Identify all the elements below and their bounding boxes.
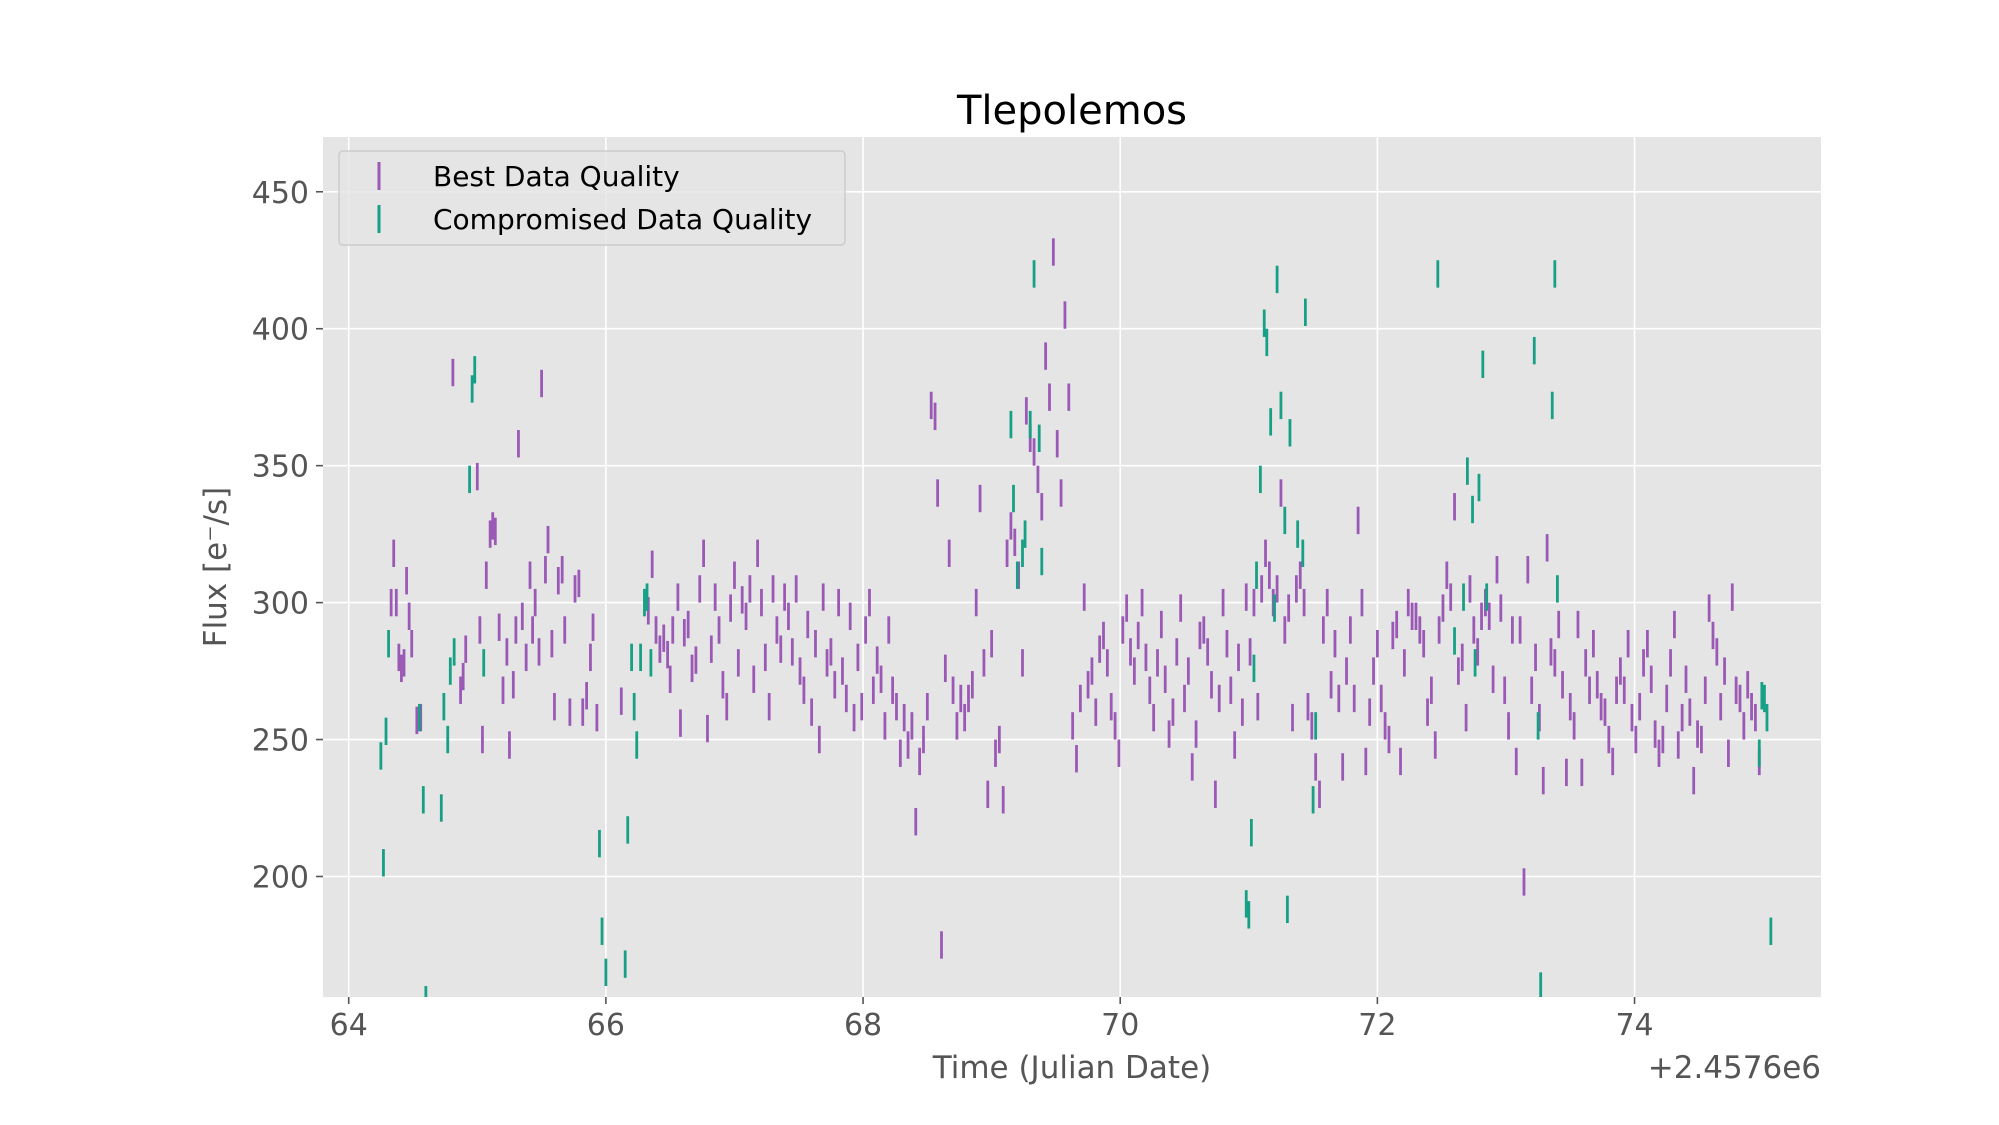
- legend-item-best: Best Data Quality: [377, 160, 680, 193]
- y-tick-label: 250: [252, 724, 309, 759]
- legend: Best Data Quality Compromised Data Quali…: [338, 150, 846, 246]
- x-axis-offset-label: +2.4576e6: [1648, 1050, 1821, 1086]
- y-tick-label: 350: [252, 450, 309, 485]
- plot-background: [323, 137, 1821, 997]
- legend-item-compromised: Compromised Data Quality: [377, 203, 812, 236]
- x-tick-label: 66: [587, 1008, 625, 1043]
- data-points: [379, 238, 1773, 997]
- y-tick-label: 200: [252, 860, 309, 895]
- y-tick-label: 400: [252, 313, 309, 348]
- x-tick-label: 72: [1358, 1008, 1396, 1043]
- x-tick-label: 70: [1101, 1008, 1139, 1043]
- x-tick-label: 74: [1615, 1008, 1653, 1043]
- x-tick-label: 68: [844, 1008, 882, 1043]
- y-tick-label: 450: [252, 176, 309, 211]
- y-tick-label: 300: [252, 587, 309, 622]
- y-axis-label: Flux [e⁻/s]: [198, 487, 234, 648]
- axis-ticks: 64 66 68 70 72 74 200 250 300 350 400 450: [252, 176, 1654, 1043]
- x-tick-label: 64: [330, 1008, 368, 1043]
- legend-box: [338, 150, 846, 246]
- legend-label-best: Best Data Quality: [433, 160, 680, 193]
- legend-label-compromised: Compromised Data Quality: [433, 203, 812, 236]
- chart-title: Tlepolemos: [956, 88, 1187, 134]
- x-axis-label: Time (Julian Date): [932, 1050, 1212, 1086]
